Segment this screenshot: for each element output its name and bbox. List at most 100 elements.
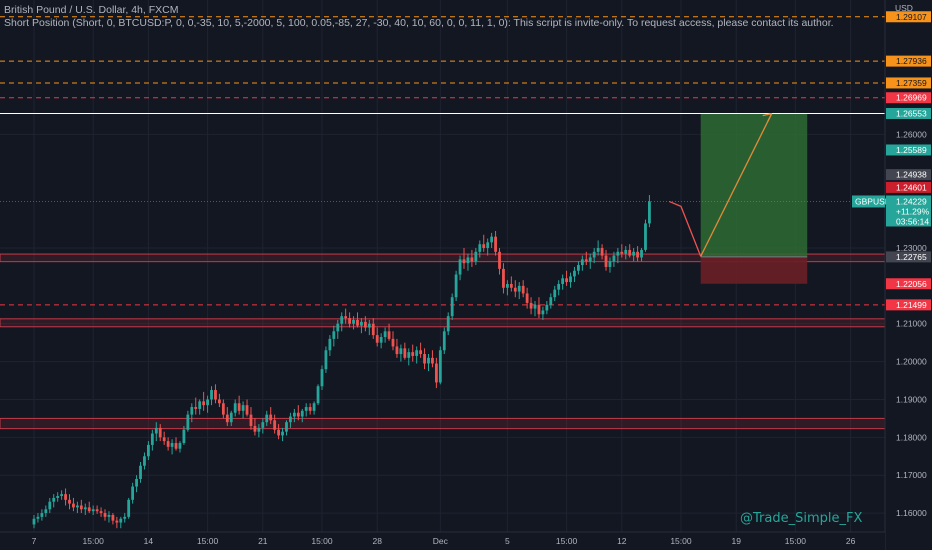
candle [632,248,636,262]
candle [214,384,217,404]
candle [202,391,206,411]
candle [427,354,430,372]
candle [206,395,209,413]
candle-body [32,518,36,525]
candle-body [214,390,217,400]
candle [391,331,395,351]
candle [411,344,415,362]
candle [233,399,237,417]
price-label-mid: 1.24601 [896,182,927,192]
candle-body [154,427,158,434]
candle-body [438,350,442,383]
level-price-label: 1.27359 [896,78,927,88]
candle [466,253,470,271]
candle [537,297,541,319]
candle-body [423,354,426,364]
x-tick-label: 15:00 [670,536,692,546]
candle [103,509,107,521]
candle [83,503,87,515]
candle-body [292,412,296,417]
candle [431,350,434,368]
candle-body [399,348,403,355]
candle-body [210,390,213,400]
last-price-change: +11.29% [896,206,930,216]
candle [265,410,269,426]
candle [506,280,509,296]
candle [525,287,529,309]
candle [36,513,40,523]
candle [438,346,442,385]
x-tick-label: 26 [846,536,856,546]
candle [470,249,474,267]
candle [300,408,304,423]
candle-body [316,386,320,404]
candle-body [332,331,336,339]
candle-body [628,249,632,256]
y-tick-label: 1.18000 [896,432,927,442]
candle-body [253,425,257,432]
candle-body [48,501,52,510]
candle-body [72,503,75,508]
candle-body [454,274,458,298]
candle [478,240,482,258]
candle [139,461,142,483]
candle [513,280,517,298]
candle-body [143,456,146,466]
candle [541,306,545,320]
candle-body [174,443,178,449]
x-tick-label: 15:00 [83,536,105,546]
candle-body [233,403,237,413]
candle-body [186,414,190,430]
candle [490,232,494,249]
candle-body [312,403,316,411]
candle [573,266,576,283]
candle-body [158,427,162,438]
candle-body [588,257,592,262]
candle-body [577,265,580,271]
candle-body [336,323,340,332]
candle [249,407,253,430]
arrow-head [762,112,773,122]
candle-body [60,494,64,497]
position-stop-label: 1.22056 [896,279,927,289]
candle-body [608,261,612,267]
candle-body [616,251,620,256]
candle-body [91,509,95,512]
candle [454,270,458,302]
x-tick-label: 21 [258,536,268,546]
candle-body [190,407,194,415]
candle [147,441,150,461]
supply-demand-zone [0,318,886,328]
candle [316,384,320,406]
candle [399,344,403,362]
candle [135,475,138,493]
symbol-tag-bg [852,195,885,208]
candle [360,318,363,334]
study-legend[interactable]: Short Position (Short, 0, BTCUSD:P, 0, 0… [4,17,834,29]
candle-body [36,516,40,519]
candle-body [541,310,545,315]
candle-body [225,414,229,423]
candle [131,482,135,504]
time-axis-background [0,532,885,550]
candle [225,407,229,426]
level-price-label-bg [886,11,931,23]
candle-body [509,283,513,288]
last-price-box [886,195,931,227]
x-tick-label: 7 [32,536,37,546]
candle [308,403,312,415]
candle-body [415,350,419,356]
candle [178,441,182,453]
candle-body [64,494,67,500]
candle [407,348,411,366]
candle [624,246,628,260]
level-price-label-bg [886,92,931,104]
candle [127,497,131,519]
candle-body [636,251,639,258]
candle [340,312,344,332]
y-tick-label: 1.19000 [896,394,927,404]
candle-body [218,399,221,404]
candle-body [304,407,308,411]
candle-body [640,249,643,258]
